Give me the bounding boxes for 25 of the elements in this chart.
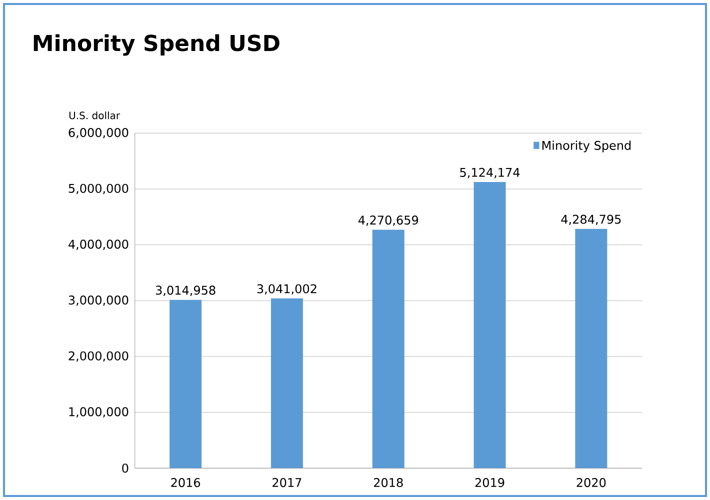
y-tick-label: 3,000,000: [68, 296, 128, 306]
chart-title: Minority Spend USD: [34, 34, 280, 56]
bar: [474, 182, 506, 468]
bar: [270, 298, 303, 468]
x-tick-label: 2020: [576, 478, 606, 488]
x-tick-label: 2019: [475, 478, 504, 488]
data-label: 4,270,659: [358, 216, 418, 226]
y-tick-label: 5,000,000: [68, 184, 128, 194]
x-tick-label: 2016: [171, 478, 200, 488]
x-tick-label: 2017: [272, 478, 302, 488]
bar: [575, 228, 608, 468]
bar: [170, 300, 202, 468]
legend-label: Minority Spend: [542, 140, 631, 152]
y-tick-label: 1,000,000: [69, 407, 128, 418]
x-tick-label: 2018: [374, 478, 403, 488]
bar: [372, 230, 404, 468]
data-label: 5,124,174: [460, 168, 520, 178]
data-label: 3,014,958: [156, 286, 216, 296]
y-axis-title: U.S. dollar: [69, 112, 120, 120]
y-tick-label: 0: [122, 464, 128, 473]
y-tick-label: 6,000,000: [68, 128, 128, 138]
data-label: 3,041,002: [257, 284, 316, 294]
data-label: 4,284,795: [561, 214, 621, 226]
y-tick-label: 4,000,000: [68, 240, 128, 250]
y-tick-label: 2,000,000: [68, 351, 128, 362]
